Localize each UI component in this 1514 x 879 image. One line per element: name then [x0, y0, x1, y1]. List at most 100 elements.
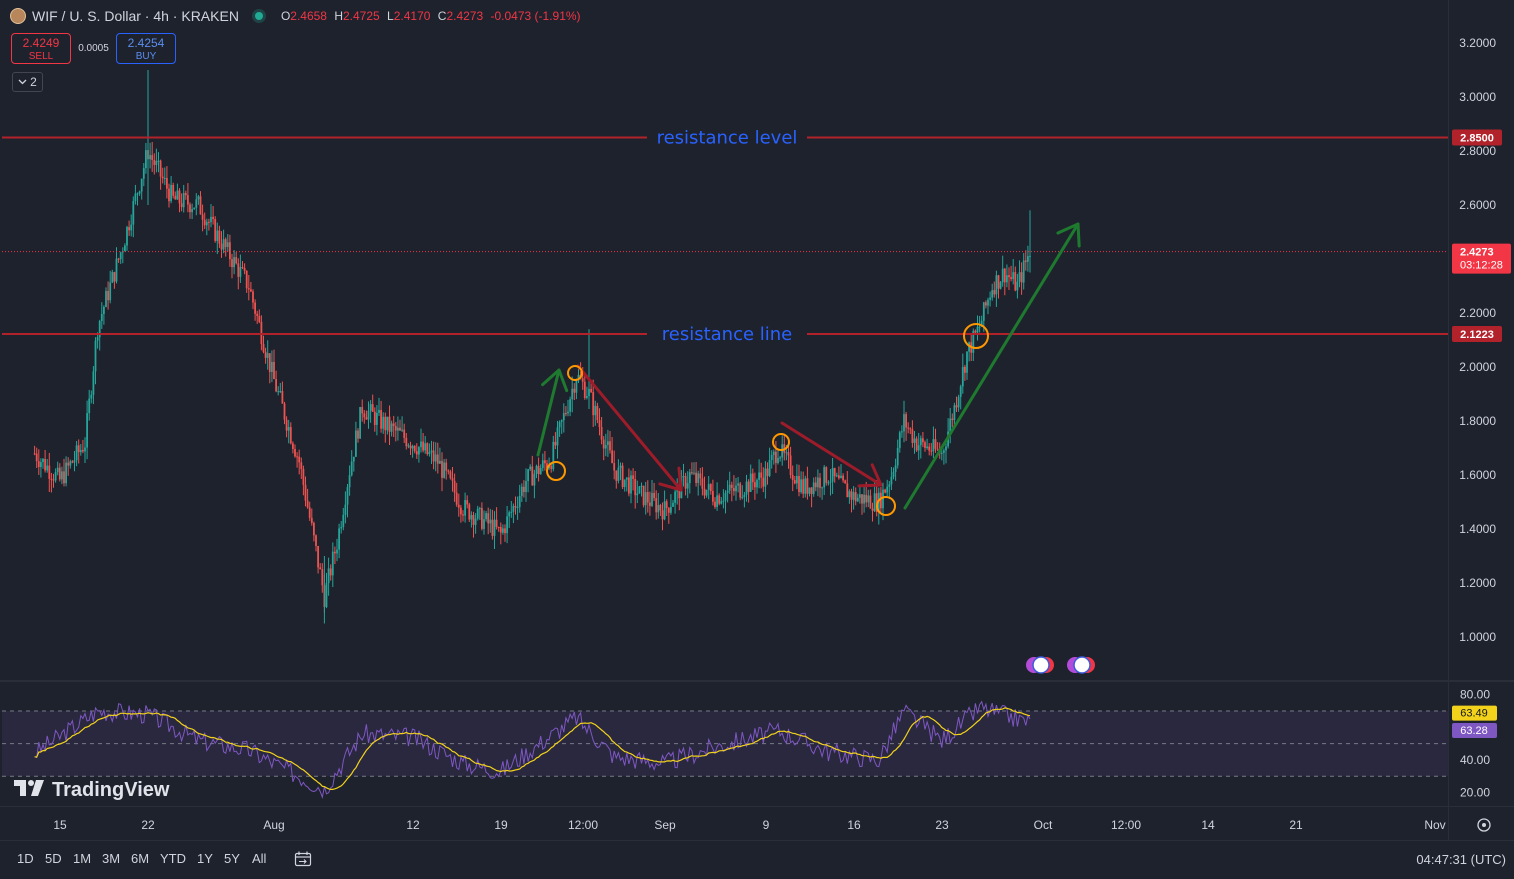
candle-body — [229, 242, 231, 260]
candle-body — [632, 475, 634, 480]
candle-body — [747, 481, 750, 492]
timeframe-3m[interactable]: 3M — [102, 851, 121, 866]
candle-body — [934, 439, 937, 449]
candle-body — [693, 472, 695, 474]
candle-body — [44, 458, 46, 471]
candle-body — [434, 454, 437, 462]
settings-icon[interactable] — [1477, 818, 1491, 832]
candle-body — [754, 482, 756, 488]
candle-body — [247, 288, 250, 290]
ohlc-open-key: O — [280, 9, 291, 23]
candle-body — [936, 448, 939, 450]
candle-body — [420, 441, 422, 448]
candle-body — [226, 242, 229, 248]
candle-body — [640, 485, 643, 487]
timeframe-all[interactable]: All — [252, 851, 267, 866]
timeframe-5d[interactable]: 5D — [45, 851, 62, 866]
candle-body — [224, 239, 227, 248]
candle-body — [424, 443, 427, 451]
candle-body — [441, 460, 443, 478]
candle-body — [745, 481, 748, 495]
candle-body — [468, 504, 471, 520]
candle-body — [279, 391, 282, 393]
indicators-collapse-button[interactable]: 2 — [12, 72, 43, 92]
candle-body — [359, 407, 361, 439]
candle-body — [516, 507, 519, 509]
candle-body — [779, 457, 781, 459]
candle-body — [982, 302, 985, 321]
candle-body — [623, 479, 626, 487]
candle-body — [758, 472, 760, 480]
candle-body — [256, 313, 259, 317]
candle-body — [905, 414, 907, 428]
candle-body — [789, 455, 792, 475]
candle-body — [577, 374, 580, 381]
candle-body — [529, 466, 532, 470]
candle-body — [241, 267, 244, 269]
candle-body — [535, 465, 538, 474]
candle-body — [187, 195, 189, 205]
timeframe-1m[interactable]: 1M — [73, 851, 92, 866]
brand-name: TradingView — [52, 779, 170, 801]
candle-body — [949, 418, 952, 432]
candle-body — [161, 176, 164, 179]
utc-clock[interactable]: 04:47:31 (UTC) — [1416, 852, 1506, 867]
timeframe-5y[interactable]: 5Y — [224, 851, 240, 866]
candle-body — [1008, 275, 1010, 278]
candle-body — [163, 177, 166, 179]
candle-body — [275, 378, 277, 392]
candle-body — [886, 486, 889, 493]
candle-body — [285, 419, 288, 431]
timeframe-1y[interactable]: 1Y — [197, 851, 213, 866]
candle-body — [560, 420, 563, 422]
candle-body — [735, 485, 737, 492]
candle-body — [796, 476, 798, 484]
candle-body — [304, 484, 307, 501]
time-tick-label: 19 — [494, 818, 508, 832]
candle-body — [109, 282, 112, 301]
date-range-icon[interactable] — [294, 851, 312, 867]
symbol-header[interactable]: WIF / U. S. Dollar · 4h · KRAKEN O2.4658… — [10, 6, 581, 26]
timeframe-ytd[interactable]: YTD — [160, 851, 186, 866]
candle-body — [352, 456, 355, 462]
candle-body — [155, 160, 158, 165]
symbol-title[interactable]: WIF / U. S. Dollar · 4h · KRAKEN — [32, 8, 239, 24]
candle-body — [1006, 275, 1008, 283]
candle-body — [850, 491, 853, 500]
sell-button[interactable]: 2.4249 SELL — [11, 33, 71, 64]
candle-body — [216, 230, 219, 241]
economic-event-icon[interactable] — [1026, 656, 1054, 674]
candle-body — [355, 430, 357, 457]
tradingview-logo[interactable]: TradingView — [14, 779, 169, 802]
candle-body — [376, 412, 378, 425]
candle-body — [684, 476, 687, 489]
candle-body — [71, 461, 74, 463]
candle-body — [573, 388, 576, 393]
candle-body — [552, 441, 555, 470]
economic-event-icon[interactable] — [1067, 656, 1095, 674]
rsi-line — [34, 700, 1031, 800]
candle-body — [882, 489, 884, 509]
timeframe-1d[interactable]: 1D — [17, 851, 34, 866]
time-tick-label: 22 — [141, 818, 155, 832]
candle-body — [959, 386, 962, 397]
candle-body — [894, 465, 897, 472]
candle-body — [770, 454, 773, 461]
candle-body — [199, 196, 202, 215]
wif-coin-icon — [10, 8, 26, 24]
timeframe-6m[interactable]: 6M — [131, 851, 150, 866]
buy-button[interactable]: 2.4254 BUY — [116, 33, 176, 64]
candle-body — [159, 160, 162, 177]
time-tick-label: Aug — [263, 818, 284, 832]
candle-body — [157, 160, 160, 162]
candle-body — [991, 290, 994, 298]
candle-body — [119, 252, 122, 260]
candle-body — [443, 462, 445, 478]
candle-body — [504, 528, 506, 534]
indicator-count: 2 — [30, 75, 37, 89]
candle-body — [174, 195, 177, 200]
candle-body — [863, 494, 865, 504]
price-axis-border — [1448, 0, 1449, 840]
candle-body — [300, 462, 303, 470]
